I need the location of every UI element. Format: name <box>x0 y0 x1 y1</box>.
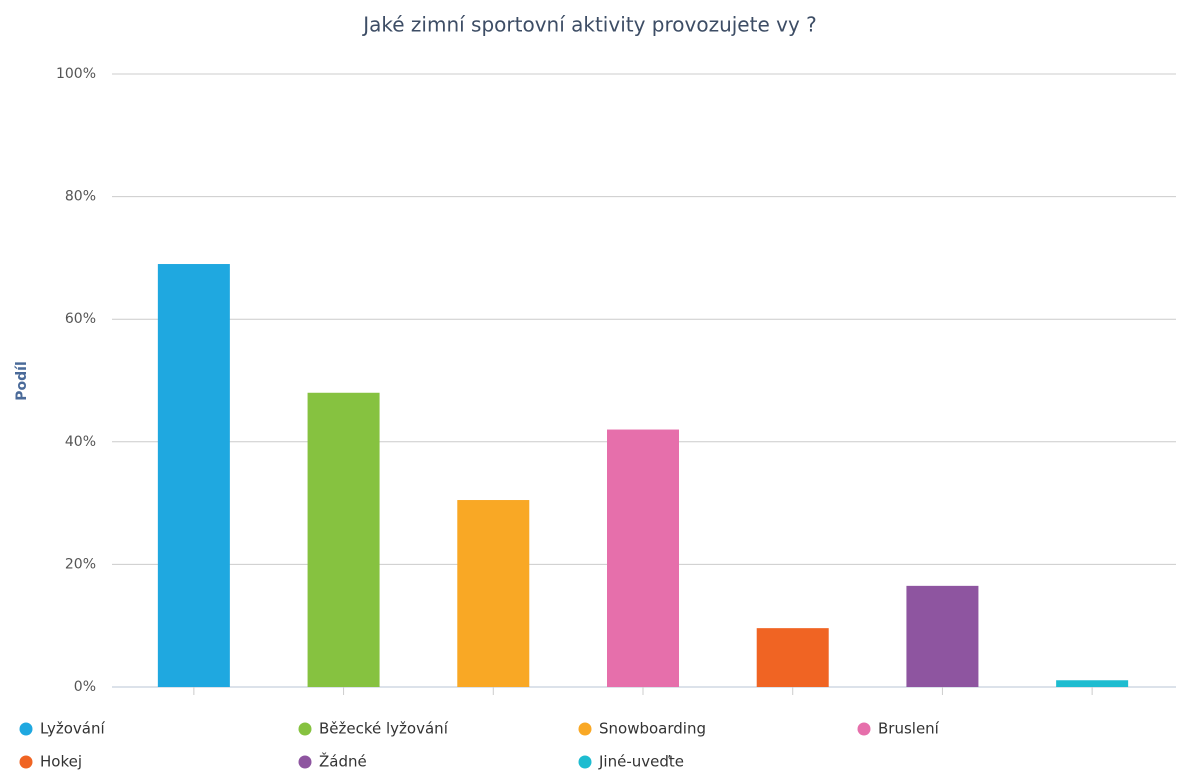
y-tick-label: 40% <box>65 434 96 450</box>
legend-label: Žádné <box>319 752 367 771</box>
legend-label: Lyžování <box>40 720 105 738</box>
chart-title: Jaké zimní sportovní aktivity provozujet… <box>361 13 817 37</box>
legend-marker <box>857 722 871 736</box>
legend-marker <box>578 755 592 769</box>
bar <box>906 585 979 687</box>
y-tick-label: 20% <box>65 556 96 572</box>
legend-label: Běžecké lyžování <box>319 720 449 738</box>
bar <box>607 429 679 687</box>
legend-label: Snowboarding <box>599 720 706 738</box>
y-tick-label: 100% <box>56 66 96 82</box>
y-tick-label: 60% <box>65 311 96 327</box>
legend-label: Hokej <box>40 753 82 771</box>
bar <box>1056 680 1129 687</box>
legend-marker <box>298 722 312 736</box>
legend-marker <box>19 722 33 736</box>
legend-marker <box>19 755 33 769</box>
legend-label: Bruslení <box>878 720 940 738</box>
bar <box>457 500 530 687</box>
y-axis-label: Podíl <box>14 361 30 401</box>
legend-label: Jiné-uveďte <box>598 753 684 771</box>
bar <box>756 628 829 687</box>
legend-marker <box>578 722 592 736</box>
bar <box>307 392 380 687</box>
bar <box>157 264 230 687</box>
y-tick-label: 80% <box>65 189 96 205</box>
legend-marker <box>298 755 312 769</box>
y-tick-label: 0% <box>74 679 96 695</box>
